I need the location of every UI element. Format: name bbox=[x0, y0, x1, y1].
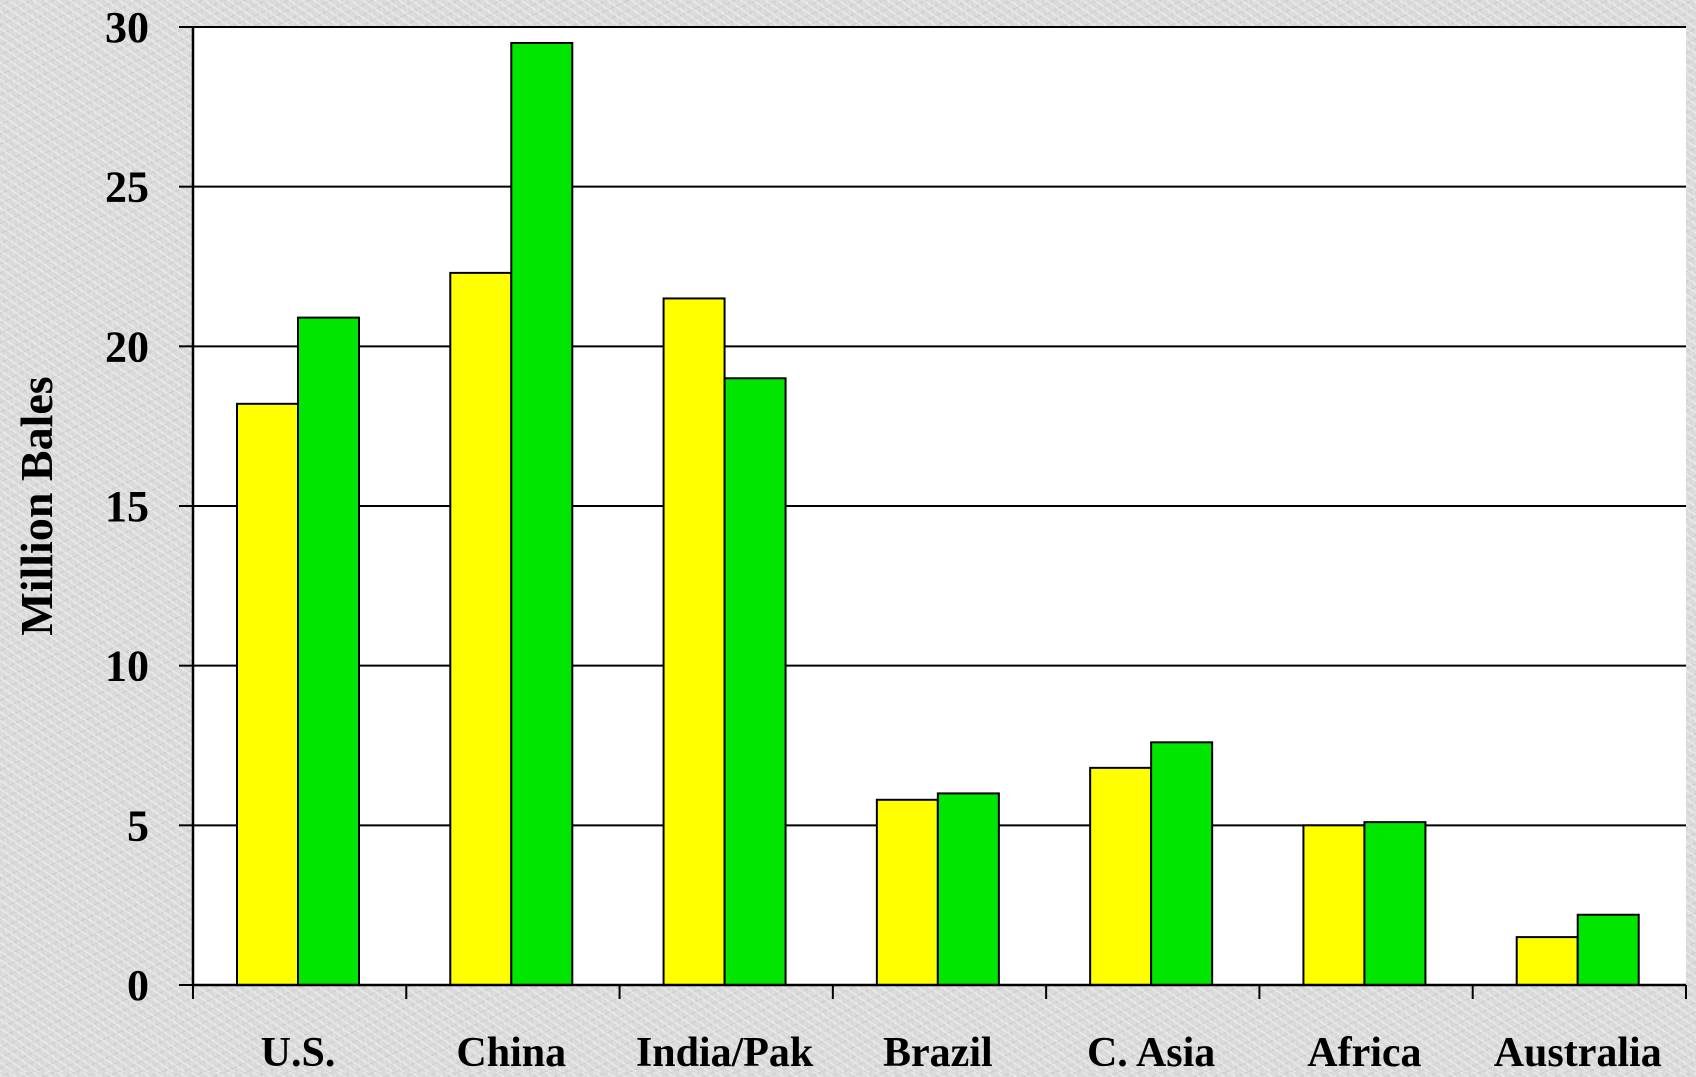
bar bbox=[449, 271, 513, 986]
x-tick-label: Brazil bbox=[883, 1030, 993, 1072]
y-tick-label: 30 bbox=[105, 3, 149, 52]
x-tick-label: C. Asia bbox=[1087, 1030, 1215, 1072]
bar bbox=[1150, 741, 1214, 986]
y-tick-label: 15 bbox=[105, 482, 149, 531]
y-tick-label: 10 bbox=[105, 642, 149, 691]
y-tick-label: 0 bbox=[127, 961, 149, 1010]
bar bbox=[1302, 824, 1366, 986]
bar bbox=[1363, 821, 1427, 987]
gridlines bbox=[193, 26, 1686, 827]
x-tick-label: India/Pak bbox=[636, 1030, 814, 1072]
x-tick-labels: U.S. China India/Pak Brazil C. Asia Africa Aus… bbox=[261, 1030, 1662, 1076]
y-tick-label: 20 bbox=[105, 322, 149, 371]
axes bbox=[179, 26, 1687, 999]
y-tick-label: 25 bbox=[105, 163, 149, 212]
bar bbox=[662, 297, 726, 986]
bar bbox=[1576, 913, 1640, 986]
x-tick-label: China bbox=[456, 1030, 566, 1072]
bar bbox=[723, 377, 787, 986]
bars bbox=[236, 41, 1640, 987]
y-tick-labels: 0 5 10 15 20 25 30 bbox=[105, 3, 149, 1010]
bar bbox=[297, 316, 360, 986]
bar bbox=[236, 402, 299, 986]
bar bbox=[875, 798, 939, 987]
bar bbox=[510, 41, 574, 986]
x-tick-label: Africa bbox=[1307, 1030, 1421, 1072]
x-tick-label: Australia bbox=[1494, 1030, 1662, 1072]
bar bbox=[936, 792, 1000, 987]
x-tick-label: U.S. bbox=[261, 1030, 336, 1072]
bar bbox=[1515, 936, 1579, 986]
bar bbox=[1089, 766, 1153, 986]
y-axis-label: Million Bales bbox=[11, 376, 62, 635]
y-tick-label: 5 bbox=[127, 801, 149, 850]
